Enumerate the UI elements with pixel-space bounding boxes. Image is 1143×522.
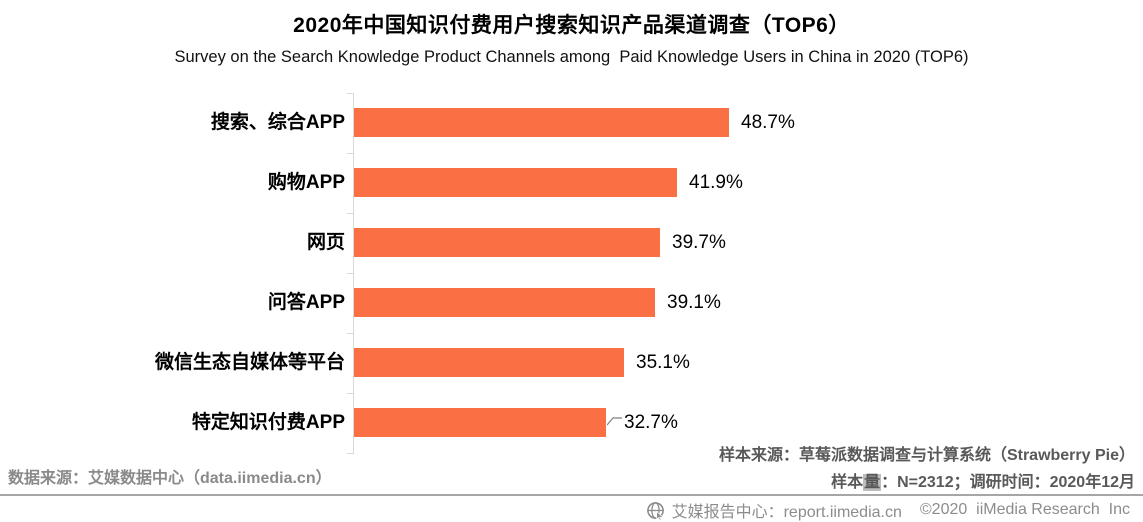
axis-tick xyxy=(347,333,354,334)
footer-copyright: ©2020 iiMedia Research Inc xyxy=(919,501,1130,518)
value-label: 32.7% xyxy=(624,412,678,433)
bar-row: 微信生态自媒体等平台 35.1% xyxy=(0,333,1143,393)
bar xyxy=(354,348,624,377)
category-label: 微信生态自媒体等平台 xyxy=(154,352,345,373)
sample-info-note: 样本量：N=2312；调研时间：2020年12月 xyxy=(831,468,1135,492)
chart-title: 2020年中国知识付费用户搜索知识产品渠道调查（TOP6） xyxy=(293,14,850,37)
bar-row: 购物APP 41.9% xyxy=(0,153,1143,213)
bar-row: 问答APP 39.1% xyxy=(0,273,1143,333)
sample-info-pre: 样本 xyxy=(831,474,864,491)
bar-row: 网页 39.7% xyxy=(0,213,1143,273)
value-label: 41.9% xyxy=(689,172,743,193)
data-source-note: 数据来源：艾媒数据中心（data.iimedia.cn） xyxy=(8,470,332,487)
bar xyxy=(354,228,660,257)
footer-divider xyxy=(0,494,1143,496)
axis-tick xyxy=(347,393,354,394)
axis-tick xyxy=(347,93,354,94)
bar xyxy=(354,288,655,317)
bar xyxy=(354,168,677,197)
leader-line xyxy=(607,417,622,426)
sample-source-note: 样本来源：草莓派数据调查与计算系统（Strawberry Pie） xyxy=(718,447,1135,464)
axis-tick xyxy=(347,273,354,274)
footer-brand: 艾媒报告中心：report.iimedia.cn xyxy=(671,504,902,521)
bar-row: 特定知识付费APP 32.7% xyxy=(0,393,1143,453)
category-label: 网页 xyxy=(306,232,345,253)
category-label: 搜索、综合APP xyxy=(210,112,345,133)
axis-tick xyxy=(347,213,354,214)
bar xyxy=(354,108,729,137)
sample-info-highlight: 量 xyxy=(863,474,882,491)
value-label: 39.1% xyxy=(667,292,721,313)
bar-row: 搜索、综合APP 48.7% xyxy=(0,93,1143,153)
value-label: 39.7% xyxy=(672,232,726,253)
value-label: 48.7% xyxy=(741,112,795,133)
chart-subtitle: Survey on the Search Knowledge Product C… xyxy=(174,48,969,66)
bar-chart: 搜索、综合APP 48.7% 购物APP 41.9% 网页 39.7% 问答APP 39.1%… xyxy=(0,93,1143,455)
category-label: 购物APP xyxy=(267,172,345,193)
axis-tick xyxy=(347,153,354,154)
category-label: 特定知识付费APP xyxy=(191,412,345,433)
axis-tick xyxy=(347,453,354,454)
footer: 艾媒报告中心：report.iimedia.cn ©2020 iiMedia R… xyxy=(646,499,1130,521)
sample-info-post: ：N=2312；调研时间：2020年12月 xyxy=(881,474,1135,491)
category-label: 问答APP xyxy=(267,292,345,313)
value-label: 35.1% xyxy=(636,352,690,373)
globe-cursor-icon xyxy=(646,501,665,520)
bar xyxy=(354,408,606,437)
